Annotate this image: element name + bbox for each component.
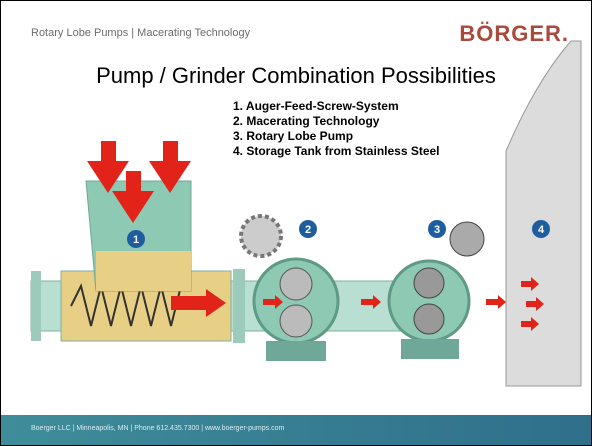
footer-text: Boerger LLC | Minneapolis, MN | Phone 61…: [31, 425, 284, 432]
base: [401, 339, 459, 359]
cutter: [280, 305, 312, 337]
flange: [31, 271, 41, 341]
slide-title: Pump / Grinder Combination Possibilities: [1, 63, 591, 89]
base: [266, 341, 326, 361]
list-item: 2. Macerating Technology: [233, 114, 440, 129]
logo: BÖRGER.: [459, 21, 569, 47]
slide: 1 2 3 4 Rotary Lobe Pumps | Macerating T…: [0, 0, 592, 446]
lobe: [414, 304, 444, 334]
lobe: [414, 268, 444, 298]
marker-label: 3: [434, 224, 440, 236]
header-text: Rotary Lobe Pumps | Macerating Technolog…: [31, 27, 250, 39]
cutter-detail: [241, 216, 281, 256]
footer: Boerger LLC | Minneapolis, MN | Phone 61…: [1, 415, 591, 445]
list-item: 1. Auger-Feed-Screw-System: [233, 99, 440, 114]
cutter: [280, 268, 312, 300]
item-list: 1. Auger-Feed-Screw-System 2. Macerating…: [233, 99, 440, 159]
lobe-detail: [450, 222, 484, 256]
marker-label: 2: [305, 224, 311, 236]
hopper-content: [96, 251, 191, 291]
marker-label: 1: [133, 234, 139, 246]
marker-label: 4: [538, 224, 545, 236]
list-item: 3. Rotary Lobe Pump: [233, 129, 440, 144]
list-item: 4. Storage Tank from Stainless Steel: [233, 144, 440, 159]
flange: [233, 269, 245, 343]
tank: [506, 41, 581, 386]
